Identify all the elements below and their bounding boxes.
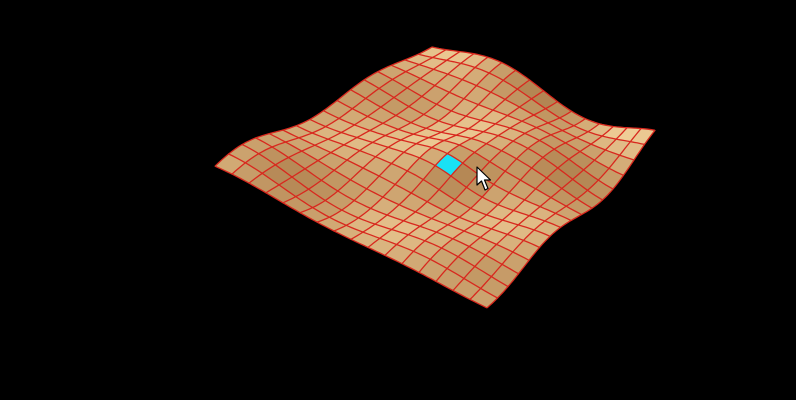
grid-line [418,123,600,273]
grid-line [401,118,586,265]
grid-line [486,129,656,309]
grid-line [469,128,642,300]
grid-line [418,53,645,146]
grid-line [377,71,614,190]
grid-line [336,99,582,216]
grid-line [363,79,603,201]
grid-line [431,46,656,131]
grid-line [350,90,544,240]
surface-grid-lines [214,46,656,309]
grid-line [452,127,628,291]
grid-line [367,101,558,248]
grid-line [435,126,614,282]
grid-line [404,59,635,161]
grid-line [391,64,624,176]
grid-line [350,89,593,209]
